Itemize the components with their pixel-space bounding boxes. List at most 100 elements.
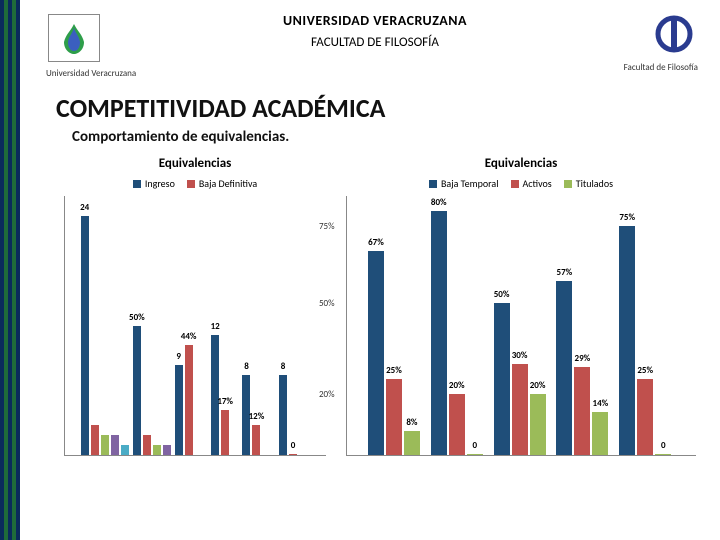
legend-swatch xyxy=(429,180,437,188)
bar: 24 xyxy=(81,216,89,455)
legend-swatch xyxy=(511,180,519,188)
bar-label: 8 xyxy=(281,361,286,372)
bar: 30% xyxy=(512,364,528,455)
bar-label: 0 xyxy=(472,440,477,451)
bar-group: 57%29%14% xyxy=(556,281,608,455)
bar: 29% xyxy=(574,367,590,455)
bar-label: 0 xyxy=(661,440,666,451)
legend-item: Activos xyxy=(511,177,552,190)
y-tick: 75% xyxy=(319,221,335,232)
bar-label: 12 xyxy=(211,321,220,332)
bar: 50% xyxy=(494,303,510,455)
bar: 44% xyxy=(185,345,193,455)
bar-group: 50%30%20% xyxy=(494,303,546,455)
bar-label: 44% xyxy=(181,331,197,342)
legend-label: Baja Temporal xyxy=(441,177,499,190)
bar: 57% xyxy=(556,281,572,455)
bar: 8% xyxy=(404,431,420,455)
bar: 80% xyxy=(431,211,447,455)
legend-swatch xyxy=(187,180,195,188)
bar: 8 xyxy=(279,375,287,455)
bar-label: 8% xyxy=(406,417,417,428)
bar-label: 9 xyxy=(176,351,181,362)
bar-label: 24 xyxy=(80,202,89,213)
legend-label: Titulados xyxy=(576,177,613,190)
bar: 67% xyxy=(368,251,384,455)
bar: 25% xyxy=(637,379,653,455)
legend-item: Baja Temporal xyxy=(429,177,499,190)
bar-group: 1217% xyxy=(211,335,229,455)
bar: 17% xyxy=(221,410,229,455)
bar-label: 17% xyxy=(217,396,233,407)
bar: 75% xyxy=(619,226,635,455)
bar-group: 24 xyxy=(81,216,129,455)
bar-group: 80%20%0 xyxy=(431,211,483,455)
bar-label: 50% xyxy=(129,312,145,323)
bar-label: 29% xyxy=(575,353,591,364)
bar-label: 0 xyxy=(291,440,296,451)
bar-group: 50% xyxy=(133,326,171,456)
caption-right: Facultad de Filosofía xyxy=(624,62,698,73)
header: UNIVERSIDAD VERACRUZANA FACULTAD DE FILO… xyxy=(50,12,700,50)
chart-legend: Baja Temporal Activos Titulados xyxy=(346,177,696,190)
bar-label: 20% xyxy=(449,380,465,391)
chart-equivalencias-ingreso: Equivalencias Ingreso Baja Definitiva 24 5… xyxy=(64,156,326,486)
header-subtitle: FACULTAD DE FILOSOFÍA xyxy=(50,35,700,50)
chart-plot: 20%50%75%67%25%8%80%20%050%30%20%57%29%1… xyxy=(346,196,696,456)
y-tick: 20% xyxy=(319,389,335,400)
chart-equivalencias-estado: Equivalencias Baja Temporal Activos Titula… xyxy=(346,156,696,486)
legend-item: Titulados xyxy=(564,177,613,190)
bar-group: 812% xyxy=(242,375,260,455)
bar-label: 8 xyxy=(244,361,249,372)
border-stripe xyxy=(16,0,20,540)
bar-label: 14% xyxy=(593,398,609,409)
legend-swatch xyxy=(564,180,572,188)
bar-group: 944% xyxy=(175,345,193,455)
left-border xyxy=(0,0,20,540)
legend-label: Activos xyxy=(523,177,552,190)
bar: 25% xyxy=(386,379,402,455)
chart-title: Equivalencias xyxy=(64,156,326,171)
bar: 14% xyxy=(592,412,608,455)
legend-label: Ingreso xyxy=(145,177,175,190)
page-subtitle: Comportamiento de equivalencias. xyxy=(72,128,289,146)
bar: 20% xyxy=(530,394,546,455)
chart-legend: Ingreso Baja Definitiva xyxy=(64,177,326,190)
bar xyxy=(143,435,151,455)
y-tick: 50% xyxy=(319,298,335,309)
bar xyxy=(153,445,161,455)
bar-label: 50% xyxy=(494,289,510,300)
bar xyxy=(163,445,171,455)
bar-label: 80% xyxy=(431,197,447,208)
bar-label: 20% xyxy=(530,380,546,391)
bar-label: 30% xyxy=(512,350,528,361)
bar-label: 25% xyxy=(637,365,653,376)
legend-swatch xyxy=(133,180,141,188)
bar: 50% xyxy=(133,326,141,456)
bar: 0 xyxy=(655,454,671,455)
bar-group: 80 xyxy=(279,375,297,455)
bar-label: 67% xyxy=(368,237,384,248)
bar xyxy=(121,445,129,455)
bar: 0 xyxy=(467,454,483,455)
bar-group: 75%25%0 xyxy=(619,226,671,455)
chart-plot: 2450%944%1217%812%80 xyxy=(64,196,326,456)
chart-title: Equivalencias xyxy=(346,156,696,171)
header-title: UNIVERSIDAD VERACRUZANA xyxy=(50,12,700,29)
legend-label: Baja Definitiva xyxy=(199,177,257,190)
bar-label: 25% xyxy=(386,365,402,376)
bar: 0 xyxy=(289,454,297,455)
bar xyxy=(91,425,99,455)
bar xyxy=(101,435,109,455)
legend-item: Baja Definitiva xyxy=(187,177,257,190)
bar-label: 57% xyxy=(557,267,573,278)
bar: 9 xyxy=(175,365,183,455)
caption-left: Universidad Veracruzana xyxy=(46,68,136,79)
bar: 12% xyxy=(252,425,260,455)
bar-label: 12% xyxy=(249,411,265,422)
bar: 20% xyxy=(449,394,465,455)
bar-group: 67%25%8% xyxy=(368,251,420,455)
bar xyxy=(111,435,119,455)
bar-label: 75% xyxy=(619,212,635,223)
legend-item: Ingreso xyxy=(133,177,175,190)
